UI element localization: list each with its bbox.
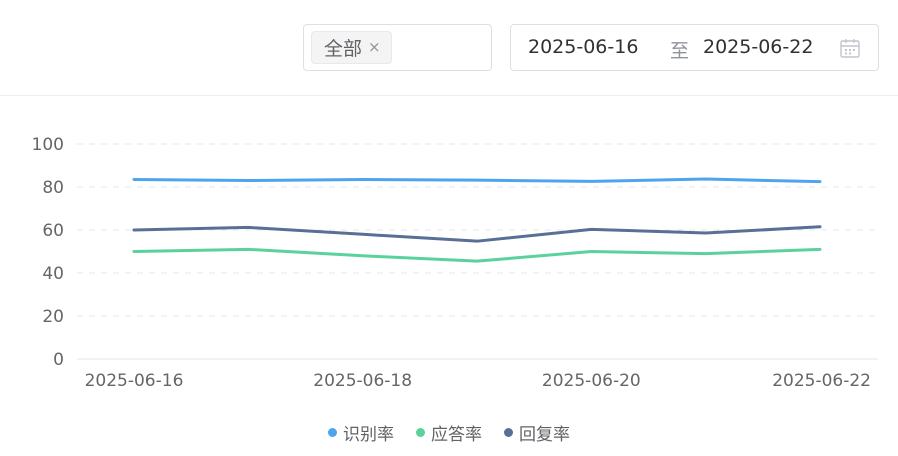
x-axis: 2025-06-16 2025-06-18 2025-06-20 2025-06-22: [85, 371, 871, 391]
selected-tag: 全部 ×: [311, 31, 392, 64]
legend-dot-icon: [328, 427, 337, 437]
x-tick-label: 2025-06-22: [772, 371, 871, 391]
selected-tag-label: 全部: [324, 38, 363, 60]
toolbar: 全部 × 2025-06-16 至 2025-06-22: [0, 0, 898, 96]
y-tick-label: 60: [42, 221, 64, 241]
legend-item[interactable]: 识别率: [328, 420, 394, 445]
grid: [77, 143, 878, 360]
category-select[interactable]: 全部 ×: [303, 24, 492, 71]
series-line: [132, 225, 822, 243]
x-tick-label: 2025-06-16: [85, 371, 184, 391]
y-tick-label: 100: [32, 135, 64, 155]
legend-label: 回复率: [519, 424, 570, 445]
x-tick-label: 2025-06-18: [313, 371, 412, 391]
legend-label: 识别率: [343, 424, 394, 445]
date-start-input[interactable]: 2025-06-16: [528, 36, 639, 58]
y-tick-label: 20: [42, 307, 64, 327]
series-line: [132, 247, 822, 263]
date-range-picker[interactable]: 2025-06-16 至 2025-06-22: [510, 24, 879, 71]
calendar-icon[interactable]: [839, 37, 861, 59]
legend-dot-icon: [504, 427, 513, 437]
y-tick-label: 80: [42, 178, 64, 198]
legend-dot-icon: [416, 427, 425, 437]
x-tick-label: 2025-06-20: [542, 371, 641, 391]
date-range-separator: 至: [670, 40, 690, 62]
legend-item[interactable]: 回复率: [504, 420, 570, 445]
chart-legend: 识别率 应答率 回复率: [0, 420, 898, 445]
date-end-input[interactable]: 2025-06-22: [703, 36, 814, 58]
y-tick-label: 0: [53, 350, 64, 370]
series-line: [132, 177, 822, 184]
y-axis: 0 20 40 60 80 100: [32, 135, 64, 370]
legend-item[interactable]: 应答率: [416, 420, 482, 445]
y-tick-label: 40: [42, 264, 64, 284]
legend-label: 应答率: [431, 424, 482, 445]
tag-close-icon[interactable]: ×: [368, 38, 381, 56]
series: [132, 177, 822, 263]
